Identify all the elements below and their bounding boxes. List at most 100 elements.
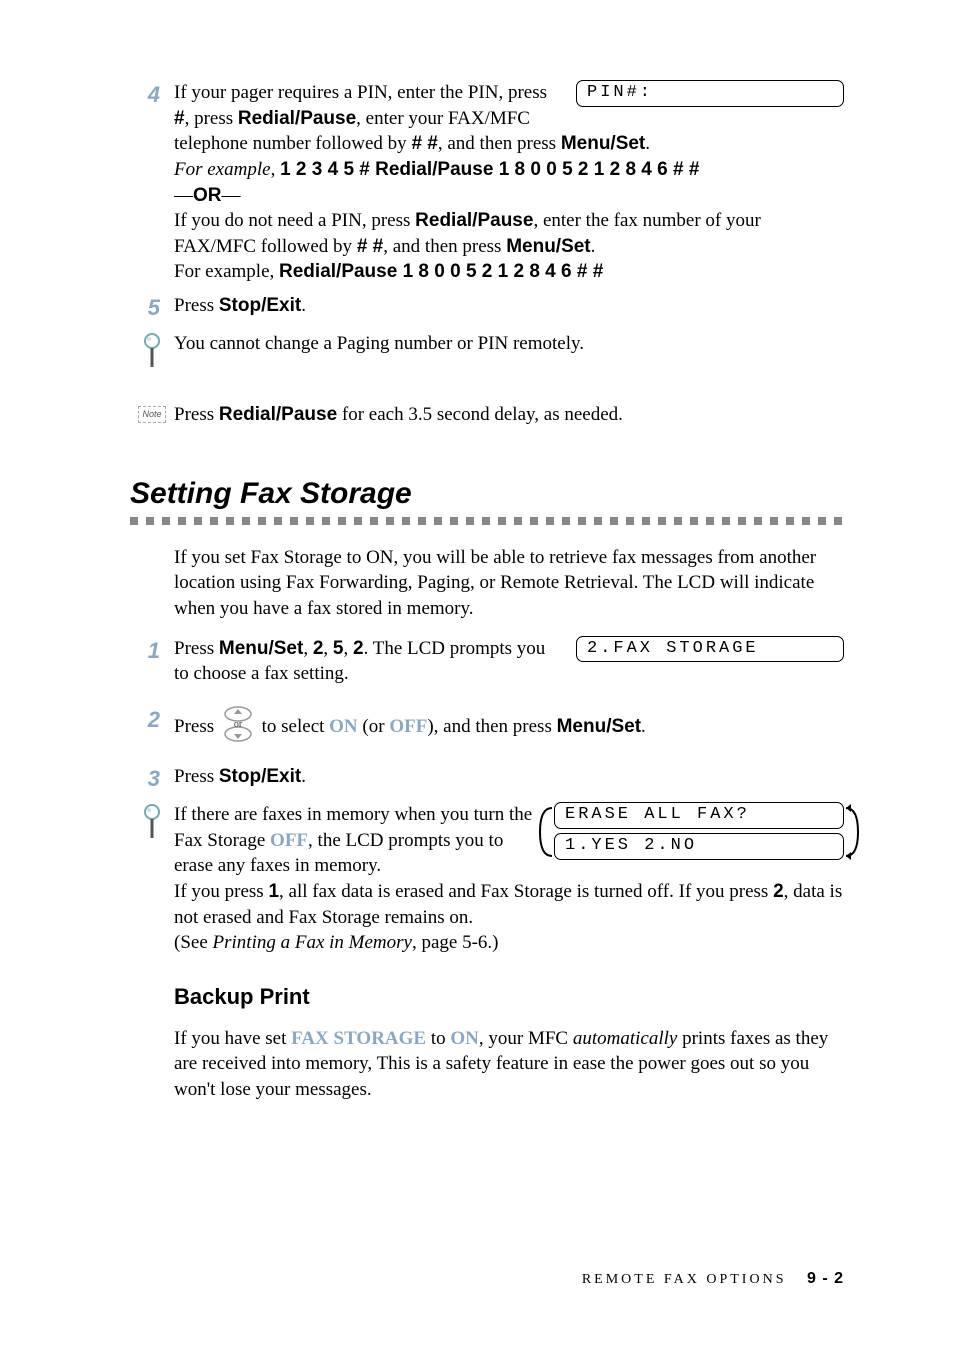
key-5: 5 [333,638,344,659]
text: , all fax data is erased and Fax Storage… [279,881,773,902]
section-divider [130,517,844,525]
key-2: 2 [313,638,324,659]
lcd-display-erase: ERASE ALL FAX? [554,802,844,829]
text: Press [174,404,219,425]
key-1: 1 [268,881,279,902]
text: to select [262,716,330,737]
pin-icon [130,802,174,848]
text: If you have set [174,1028,291,1049]
menu-set-key: Menu/Set [561,133,645,154]
fax-storage-label: FAX STORAGE [291,1028,426,1049]
step-body: Press Stop/Exit. [174,764,844,790]
text: . [301,766,306,787]
example-sequence: Redial/Pause 1 8 0 0 5 2 1 2 8 4 6 # # [279,261,603,282]
example-sequence: 1 2 3 4 5 # Redial/Pause 1 8 0 0 5 2 1 2… [280,159,699,180]
nav-up-down-icon: or [223,705,253,751]
text: . [641,716,646,737]
callout-text: You cannot change a Paging number or PIN… [174,331,844,357]
storage-step-1: 1 2.FAX STORAGE Press Menu/Set, 2, 5, 2.… [130,636,844,687]
page-footer: REMOTE FAX OPTIONS 9 - 2 [582,1268,844,1290]
off-option: OFF [270,830,308,851]
note-callout: Note Press Redial/Pause for each 3.5 sec… [130,402,844,428]
dash: — [174,185,193,206]
text: , [323,638,333,659]
hash-key: # [174,108,185,129]
text: , page 5-6.) [412,932,499,953]
text: . [591,236,596,257]
lcd-display-storage: 2.FAX STORAGE [576,636,844,663]
text: (See [174,932,213,953]
bracket-right-icon [844,804,862,868]
automatically-emphasis: automatically [573,1028,677,1049]
section-intro: If you set Fax Storage to ON, you will b… [174,545,844,622]
key-2: 2 [773,881,784,902]
on-option: ON [450,1028,479,1049]
text: Press [174,295,219,316]
stop-exit-key: Stop/Exit [219,295,301,316]
pin-icon [130,331,174,377]
example-label: For example, [174,261,279,282]
storage-step-3: 3 Press Stop/Exit. [130,764,844,794]
lcd-display-yesno: 1.YES 2.NO [554,833,844,860]
subsection-title: Backup Print [174,982,844,1012]
text: , and then press [383,236,506,257]
redial-pause-key: Redial/Pause [415,210,533,231]
on-option: ON [329,716,358,737]
text: Press [174,638,219,659]
hash-hash-key: # # [411,133,437,154]
text: If your pager requires a PIN, enter the … [174,82,547,103]
stop-exit-key: Stop/Exit [219,766,301,787]
text: , your MFC [479,1028,573,1049]
step-number: 4 [130,80,174,110]
step-5: 5 Press Stop/Exit. [130,293,844,323]
step-4: 4 PIN#: If your pager requires a PIN, en… [130,80,844,285]
step-body: 2.FAX STORAGE Press Menu/Set, 2, 5, 2. T… [174,636,844,687]
text: for each 3.5 second delay, as needed. [337,404,623,425]
dash: — [222,185,241,206]
text: If you press [174,881,268,902]
tip-callout: You cannot change a Paging number or PIN… [130,331,844,377]
bracket-left-icon [536,804,554,868]
footer-page-number: 9 - 2 [793,1270,844,1287]
menu-set-key: Menu/Set [219,638,303,659]
lcd-stack: ERASE ALL FAX? 1.YES 2.NO [554,802,844,864]
redial-pause-key: Redial/Pause [238,108,356,129]
redial-pause-key: Redial/Pause [219,404,337,425]
off-option: OFF [389,716,427,737]
backup-print-body: If you have set FAX STORAGE to ON, your … [174,1026,844,1103]
note-icon: Note [130,402,174,420]
step-number: 3 [130,764,174,794]
text: , [303,638,313,659]
text: ), and then press [427,716,556,737]
text: (or [358,716,390,737]
text: , [271,159,281,180]
note-text: Press Redial/Pause for each 3.5 second d… [174,402,844,428]
or-label: OR [193,185,222,206]
menu-set-key: Menu/Set [557,716,641,737]
step-number: 1 [130,636,174,666]
hash-hash-key: # # [357,236,383,257]
text: If you do not need a PIN, press [174,210,415,231]
step-body: PIN#: If your pager requires a PIN, ente… [174,80,844,285]
svg-text:or: or [234,719,243,730]
tip-callout-2: ERASE ALL FAX? 1.YES 2.NO If there are f… [130,802,844,956]
text: to [426,1028,450,1049]
menu-set-key: Menu/Set [506,236,590,257]
step-number: 2 [130,705,174,735]
text: Press [174,766,219,787]
example-label: For example [174,159,271,180]
text: , [343,638,353,659]
step-number: 5 [130,293,174,323]
key-2: 2 [353,638,364,659]
step-body: Press Stop/Exit. [174,293,844,319]
text: . [301,295,306,316]
text: Press [174,716,219,737]
callout-body: ERASE ALL FAX? 1.YES 2.NO If there are f… [174,802,844,956]
cross-reference: Printing a Fax in Memory [213,932,412,953]
storage-step-2: 2 Press or to select ON (or OFF), and th… [130,705,844,751]
lcd-display-pin: PIN#: [576,80,844,107]
text: , and then press [438,133,561,154]
step-body: Press or to select ON (or OFF), and then… [174,705,844,751]
text: . [645,133,650,154]
text: , press [185,108,238,129]
